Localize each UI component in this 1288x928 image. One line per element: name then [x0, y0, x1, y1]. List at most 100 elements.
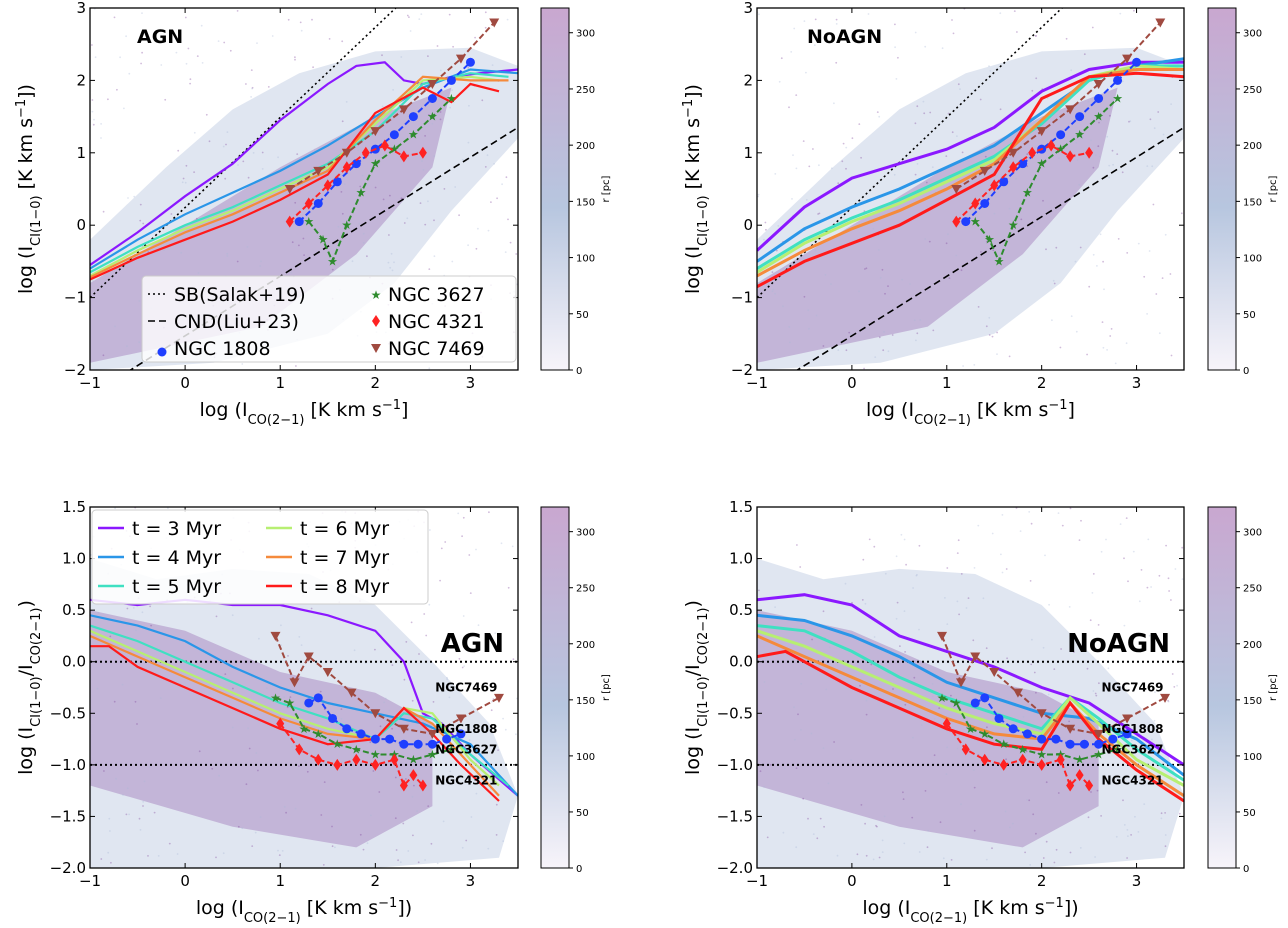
cloud-dot	[260, 260, 262, 263]
cloud-dot	[357, 149, 359, 152]
cloud-dot	[1097, 624, 1100, 626]
obs-marker-ngc3627: ★	[1112, 92, 1123, 106]
cloud-dot	[1121, 80, 1124, 83]
obs-line	[941, 696, 1118, 761]
cloud-dot	[985, 240, 988, 243]
cloud-dot	[148, 766, 151, 769]
obs-marker-ngc7469	[455, 54, 466, 64]
cloud-dot	[467, 141, 470, 144]
obs-marker-ngc4321	[352, 753, 361, 766]
cloud-dot	[495, 803, 498, 806]
cloud-dot	[933, 717, 936, 720]
cloud-dot	[277, 849, 279, 852]
cloud-dot	[245, 783, 248, 786]
x-axis-label: log (ICO(2−1) [K km s−1]	[866, 398, 1075, 428]
cloud-dot	[1035, 832, 1037, 835]
cloud-dot	[126, 607, 129, 610]
y-tick-label: −0.5	[717, 704, 753, 722]
cloud-dot	[475, 548, 477, 551]
cloud-dot	[1080, 519, 1082, 522]
cloud-dot	[909, 283, 911, 285]
cloud-dot	[287, 18, 290, 21]
cloud-dot	[361, 174, 364, 177]
cloud-dot	[877, 249, 880, 251]
cloud-dot	[941, 47, 944, 50]
cloud-dot	[187, 47, 190, 50]
colorbar-tick-label: 300	[576, 29, 595, 40]
cloud-dot	[475, 792, 478, 795]
model-line-t=7myr	[757, 68, 1184, 278]
cloud-dot	[448, 696, 451, 699]
cloud-dot	[1024, 851, 1026, 854]
cloud-dot	[1088, 285, 1091, 288]
cloud-dot	[196, 55, 199, 57]
cloud-dot	[175, 51, 178, 54]
cloud-dot	[1011, 822, 1014, 825]
cloud-dot	[985, 858, 988, 861]
cloud-dot	[972, 769, 975, 771]
cloud-dot	[999, 108, 1002, 111]
cloud-dot	[989, 70, 992, 72]
cloud-dot	[211, 767, 214, 770]
obs-marker-ngc3627: ★	[427, 748, 438, 762]
cloud-dot	[947, 112, 950, 115]
cloud-envelope	[757, 558, 1184, 868]
cloud-dot	[915, 574, 918, 577]
cloud-dot	[918, 851, 921, 853]
cloud-dot	[1115, 835, 1118, 838]
cloud-dot	[452, 45, 454, 48]
y-tick-label: −1.0	[50, 756, 86, 774]
cloud-dot	[142, 800, 145, 803]
cloud-dot	[122, 794, 124, 796]
cloud-dot	[407, 850, 410, 852]
cloud-dot	[878, 856, 881, 859]
cloud-dot	[851, 137, 854, 140]
cloud-dot	[341, 212, 344, 215]
cloud-dot	[914, 173, 917, 176]
cloud-dot	[850, 759, 853, 762]
cloud-dot	[280, 644, 282, 647]
cloud-dot	[421, 160, 423, 163]
cloud-dot	[956, 600, 959, 603]
cloud-dot	[965, 607, 968, 609]
y-tick-label: −1.0	[717, 756, 753, 774]
obs-marker-ngc1808	[446, 75, 456, 85]
cloud-dot	[423, 613, 426, 615]
cloud-dot	[236, 260, 239, 263]
x-tick-label: 1	[275, 374, 285, 392]
cloud-dot	[358, 222, 361, 225]
cloud-dot	[1153, 127, 1156, 130]
cloud-dot	[428, 367, 431, 370]
reference-line	[128, 126, 518, 370]
obs-marker-ngc1808	[1079, 739, 1089, 749]
obs-marker-ngc4321	[361, 146, 370, 159]
cloud-dot	[495, 834, 498, 836]
cloud-dot	[126, 787, 129, 790]
cloud-dot	[461, 666, 464, 669]
cloud-dot	[381, 54, 383, 57]
cloud-dot	[91, 110, 94, 113]
cloud-dot	[932, 329, 935, 332]
cloud-dot	[462, 615, 465, 617]
cloud-dot	[1034, 35, 1037, 37]
obs-marker-ngc4321	[999, 758, 1008, 771]
cloud-dot	[945, 773, 948, 775]
cloud-dot	[163, 249, 165, 252]
cloud-dot	[1055, 848, 1058, 851]
colorbar-tick-label: 150	[1243, 197, 1262, 208]
x-tick-label: 2	[1037, 872, 1047, 890]
cloud-dot	[287, 655, 289, 657]
obs-marker-ngc7469	[989, 668, 1000, 678]
obs-marker-ngc4321	[1028, 146, 1037, 159]
obs-marker-ngc3627: ★	[303, 215, 314, 229]
cloud-dot	[892, 688, 894, 690]
cloud-dot	[805, 199, 808, 201]
colorbar	[540, 7, 570, 371]
cloud-dot	[1169, 273, 1172, 275]
cloud-dot	[901, 278, 904, 281]
cloud-dot	[793, 738, 796, 741]
obs-marker-ngc4321	[304, 197, 313, 210]
cloud-dot	[403, 678, 406, 681]
cloud-dot	[1180, 212, 1183, 215]
cloud-dot	[1155, 293, 1158, 295]
